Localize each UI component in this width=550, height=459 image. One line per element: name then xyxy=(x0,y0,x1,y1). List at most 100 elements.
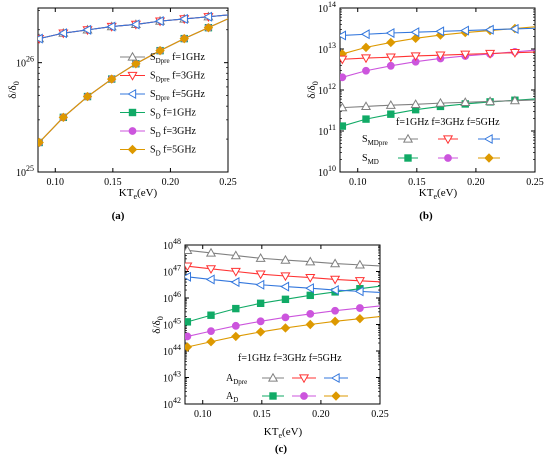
data-point xyxy=(106,21,116,32)
series-triangle-up xyxy=(340,95,535,112)
legend-marker xyxy=(269,392,277,400)
data-point xyxy=(82,24,92,35)
chart-panel-0: 0.10 0.15 0.20 0.2510251026KTe(eV)δ/δ0(a)SD… xyxy=(7,7,237,222)
legend-sub: D xyxy=(156,113,161,121)
legend-sub: Dpre xyxy=(156,94,170,102)
data-point xyxy=(231,331,241,342)
tick-base: 10 xyxy=(163,321,173,332)
legend-label: SDpre f=3GHz xyxy=(150,71,205,84)
x-tick-label: 0.25 xyxy=(219,177,237,188)
y-axis-label: δ/δ0 xyxy=(151,316,165,333)
legend-label: SDpre f=5GHz xyxy=(150,89,205,102)
tick-exponent: 47 xyxy=(173,264,181,273)
legend-header: f=1GHz f=3GHz f=5GHz xyxy=(238,353,342,364)
legend-sub: D xyxy=(156,131,161,139)
data-point xyxy=(386,61,395,70)
data-point xyxy=(385,99,396,109)
panel-label: (a) xyxy=(112,210,125,222)
data-point xyxy=(231,321,240,330)
x-tick-label: 0.15 xyxy=(408,177,426,188)
data-point xyxy=(232,304,240,313)
data-point xyxy=(185,342,193,352)
legend-tail: f=3GHz xyxy=(161,126,197,137)
data-point xyxy=(58,28,67,39)
legend-sub: MD xyxy=(368,158,379,166)
data-point xyxy=(185,245,193,254)
tick-exponent: 11 xyxy=(328,123,336,132)
x-tick-label: 0.15 xyxy=(253,409,271,420)
data-point xyxy=(179,13,188,24)
legend-row-label: AD xyxy=(226,391,238,404)
data-point xyxy=(205,274,215,285)
legend-marker xyxy=(298,374,310,384)
data-point xyxy=(230,267,241,277)
data-point xyxy=(305,256,316,266)
tick-base: 10 xyxy=(318,4,328,15)
series-line xyxy=(38,18,228,145)
data-point xyxy=(255,327,266,337)
data-point xyxy=(330,258,341,268)
data-point xyxy=(354,286,364,297)
data-point xyxy=(485,96,496,106)
legend-sub: D xyxy=(233,396,238,404)
legend-marker xyxy=(127,71,138,81)
data-point xyxy=(131,59,141,69)
series-line xyxy=(340,27,535,37)
y-tick-label: 1044 xyxy=(163,343,181,358)
tick-base: 10 xyxy=(163,400,173,411)
legend-main: A xyxy=(226,373,234,384)
data-point xyxy=(130,19,140,30)
legend-label: SD f=3GHz xyxy=(150,126,197,139)
legend-label: SD f=1GHz xyxy=(150,108,197,121)
legend-marker xyxy=(330,372,340,384)
data-point xyxy=(435,51,446,61)
data-point xyxy=(387,110,395,118)
data-point xyxy=(38,137,44,148)
data-point xyxy=(386,37,396,48)
legend-marker xyxy=(331,391,341,401)
series-triangle-down xyxy=(185,262,380,286)
data-point xyxy=(435,26,445,37)
tick-exponent: 26 xyxy=(26,55,34,64)
tick-base: 10 xyxy=(163,347,173,358)
data-point xyxy=(281,295,290,304)
tick-base: 10 xyxy=(16,59,26,70)
legend-marker xyxy=(300,392,308,400)
data-point xyxy=(280,281,290,292)
legend-label: SDpre f=1GHz xyxy=(150,52,205,65)
x-tick-label: 0.25 xyxy=(526,177,544,188)
tick-exponent: 42 xyxy=(173,396,181,405)
series-line xyxy=(185,265,380,283)
y-tick-label: 1012 xyxy=(318,82,336,97)
data-point xyxy=(38,33,43,44)
x-tick-label: 0.10 xyxy=(349,177,367,188)
x-tick-label: 0.20 xyxy=(162,177,180,188)
legend-marker xyxy=(483,133,493,145)
data-point xyxy=(340,73,347,82)
legend-marker xyxy=(127,144,138,155)
data-point xyxy=(410,99,421,108)
tick-exponent: 25 xyxy=(26,164,34,173)
data-point xyxy=(340,30,347,41)
data-point xyxy=(485,49,496,59)
legend-tail: f=5GHz xyxy=(161,145,197,156)
tick-base: 10 xyxy=(318,127,328,138)
y-tick-label: 1013 xyxy=(318,41,336,56)
legend-main: A xyxy=(226,391,234,402)
data-point xyxy=(340,55,348,65)
data-point xyxy=(331,306,339,315)
series-line xyxy=(340,99,535,109)
data-point xyxy=(410,52,421,62)
data-point xyxy=(410,27,420,38)
data-point xyxy=(58,112,69,123)
tick-exponent: 12 xyxy=(328,82,336,91)
data-point xyxy=(155,45,165,56)
data-point xyxy=(207,311,215,319)
series-line xyxy=(185,315,380,349)
data-point xyxy=(205,265,217,275)
tick-exponent: 14 xyxy=(328,0,336,9)
data-point xyxy=(179,33,189,44)
series-line xyxy=(185,249,380,267)
data-point xyxy=(329,284,339,296)
